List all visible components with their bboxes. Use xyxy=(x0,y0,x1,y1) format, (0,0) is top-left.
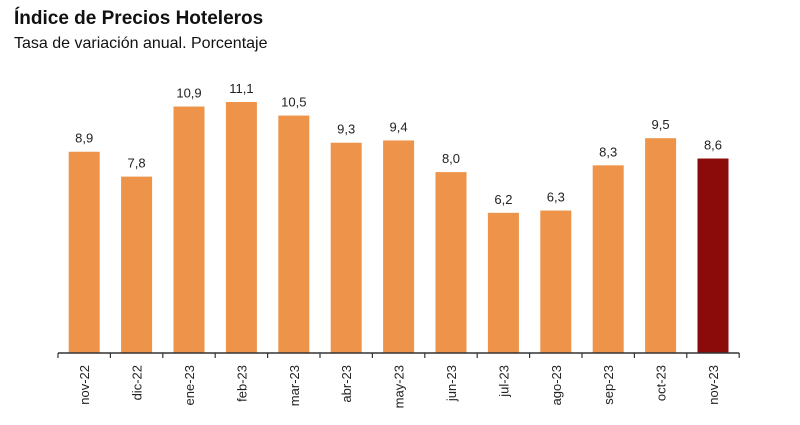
x-tick-label: may-23 xyxy=(392,365,407,408)
bar-jun-23 xyxy=(435,172,467,353)
bar-may-23 xyxy=(383,140,415,353)
x-tick-label: oct-23 xyxy=(654,365,669,401)
chart-subtitle: Tasa de variación anual. Porcentaje xyxy=(14,35,268,52)
bar-sep-23 xyxy=(592,165,624,353)
x-tick-label: nov-23 xyxy=(706,365,721,405)
bar-oct-23 xyxy=(645,138,677,353)
data-label: 6,2 xyxy=(494,192,512,207)
x-tick-label: feb-23 xyxy=(234,365,249,402)
x-tick-label: abr-23 xyxy=(339,365,354,403)
bar-mar-23 xyxy=(278,115,310,353)
data-label: 6,3 xyxy=(547,190,565,205)
bar-dic-22 xyxy=(121,176,153,353)
x-tick-label: nov-22 xyxy=(77,365,92,405)
data-label: 7,8 xyxy=(128,156,146,171)
data-label: 10,5 xyxy=(281,95,306,110)
x-tick-label: ago-23 xyxy=(549,365,564,405)
bar-feb-23 xyxy=(225,102,257,353)
x-tick-label: jun-23 xyxy=(444,365,459,402)
data-label: 8,9 xyxy=(75,131,93,146)
x-tick-label: jul-23 xyxy=(496,365,511,398)
bar-ene-23 xyxy=(173,106,205,353)
data-label: 8,0 xyxy=(442,151,460,166)
x-tick-label: mar-23 xyxy=(287,365,302,406)
bar-nov-22 xyxy=(68,151,100,353)
data-label: 9,5 xyxy=(652,117,670,132)
data-label: 9,4 xyxy=(390,119,408,134)
data-label: 8,6 xyxy=(704,138,722,153)
chart-title: Índice de Precios Hoteleros xyxy=(14,8,264,29)
data-label: 10,9 xyxy=(176,86,201,101)
bar-jul-23 xyxy=(487,212,519,353)
x-tick-label: sep-23 xyxy=(601,365,616,405)
bar-abr-23 xyxy=(330,142,362,353)
data-label: 11,1 xyxy=(229,81,253,96)
bar-ago-23 xyxy=(540,210,572,353)
bar-nov-23 xyxy=(697,158,729,353)
data-label: 8,3 xyxy=(599,144,617,159)
x-tick-label: ene-23 xyxy=(182,365,197,405)
x-tick-label: dic-22 xyxy=(130,365,145,400)
data-label: 9,3 xyxy=(337,122,355,137)
